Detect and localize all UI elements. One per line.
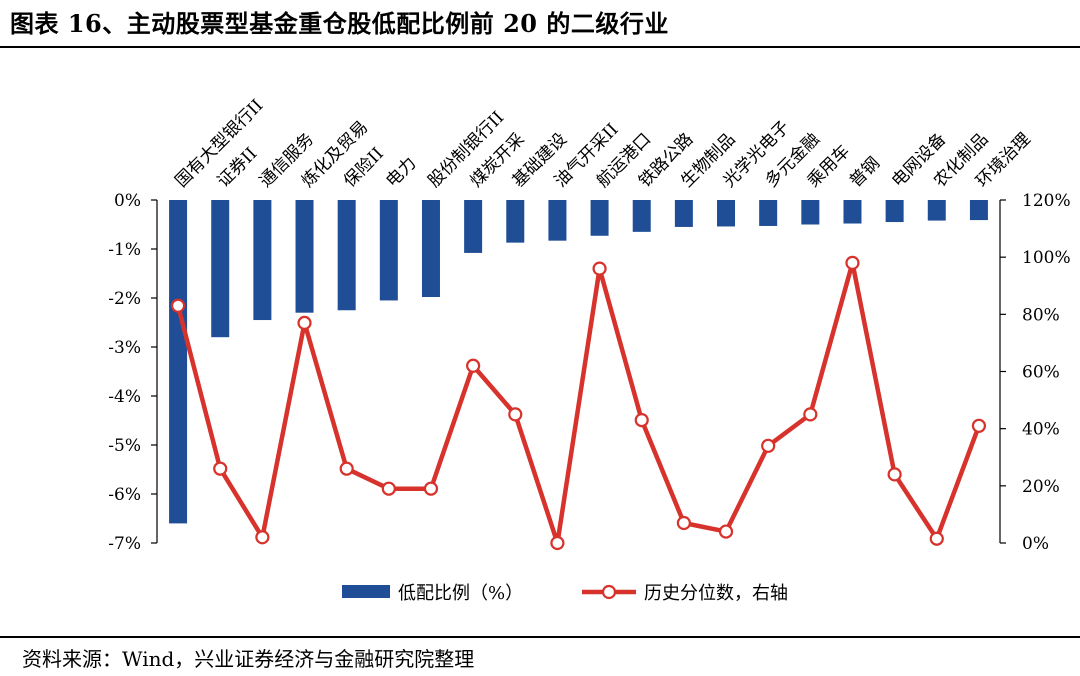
category-label: 普钢: [846, 153, 884, 191]
line-point: [170, 298, 186, 313]
percentile-line: [175, 260, 982, 546]
line-point: [718, 524, 734, 539]
left-tick-label: -6%: [108, 485, 141, 505]
bar: [379, 200, 398, 301]
bar: [464, 200, 483, 253]
right-tick-label: 60%: [1022, 363, 1060, 383]
right-tick-label: 20%: [1022, 477, 1060, 497]
line-point: [929, 531, 944, 546]
bar: [717, 200, 736, 227]
right-tick-label: 40%: [1022, 420, 1060, 440]
left-tick-label: -5%: [108, 436, 141, 456]
bar: [548, 200, 567, 241]
line-point: [845, 255, 860, 270]
line-point: [381, 481, 396, 496]
line-point: [466, 358, 481, 373]
line-point: [550, 535, 565, 551]
line-point: [887, 467, 902, 482]
legend-bar-label: 低配比例（%）: [398, 583, 523, 604]
bar: [843, 200, 862, 224]
bar: [927, 200, 946, 221]
line-point: [803, 407, 818, 422]
bar: [337, 200, 356, 311]
line-point: [297, 315, 312, 331]
line-point: [508, 407, 523, 422]
source-rule: [0, 636, 1080, 638]
chart-canvas: 0% -1% -2% -3% -4% -5% -6% -7% 120% 100% 80% 60% 40%…: [108, 96, 1071, 604]
right-tick-label: 80%: [1022, 305, 1060, 325]
bar: [295, 200, 314, 313]
left-tick-label: -4%: [108, 387, 141, 407]
line-point: [255, 530, 270, 545]
line-point: [676, 515, 691, 531]
figure-title: 图表 16、主动股票型基金重仓股低配比例前 20 的二级行业: [10, 9, 669, 38]
left-tick-label: -7%: [108, 534, 141, 554]
bar: [885, 200, 904, 223]
category-label: 电力: [382, 153, 420, 191]
line-point: [423, 481, 439, 496]
bar: [506, 200, 525, 243]
left-tick-label: 0%: [114, 191, 141, 211]
right-tick-label: 120%: [1022, 191, 1071, 211]
left-tick-label: -2%: [108, 289, 141, 309]
bar: [211, 200, 230, 338]
line-point: [634, 412, 649, 428]
line-point: [339, 461, 354, 476]
left-tick-label: -3%: [108, 338, 141, 358]
line-point: [592, 261, 607, 276]
legend-bar-swatch: [342, 585, 390, 598]
bar: [421, 200, 440, 298]
line-point: [971, 418, 987, 433]
legend-line-label: 历史分位数，右轴: [644, 583, 788, 604]
line-point: [213, 461, 228, 476]
bar: [169, 200, 188, 524]
right-tick-label: 100%: [1022, 248, 1071, 268]
bar: [759, 200, 778, 226]
bar: [632, 200, 651, 232]
title-rule: [0, 46, 1080, 48]
bar: [801, 200, 820, 225]
left-tick-label: -1%: [108, 240, 141, 260]
line-point: [761, 438, 776, 453]
legend-line-marker: [601, 584, 617, 600]
bar: [590, 200, 609, 236]
source-note: 资料来源：Wind，兴业证券经济与金融研究院整理: [22, 647, 475, 671]
bar: [969, 200, 988, 221]
bar: [674, 200, 693, 227]
bar: [253, 200, 272, 321]
right-tick-label: 0%: [1022, 534, 1049, 554]
